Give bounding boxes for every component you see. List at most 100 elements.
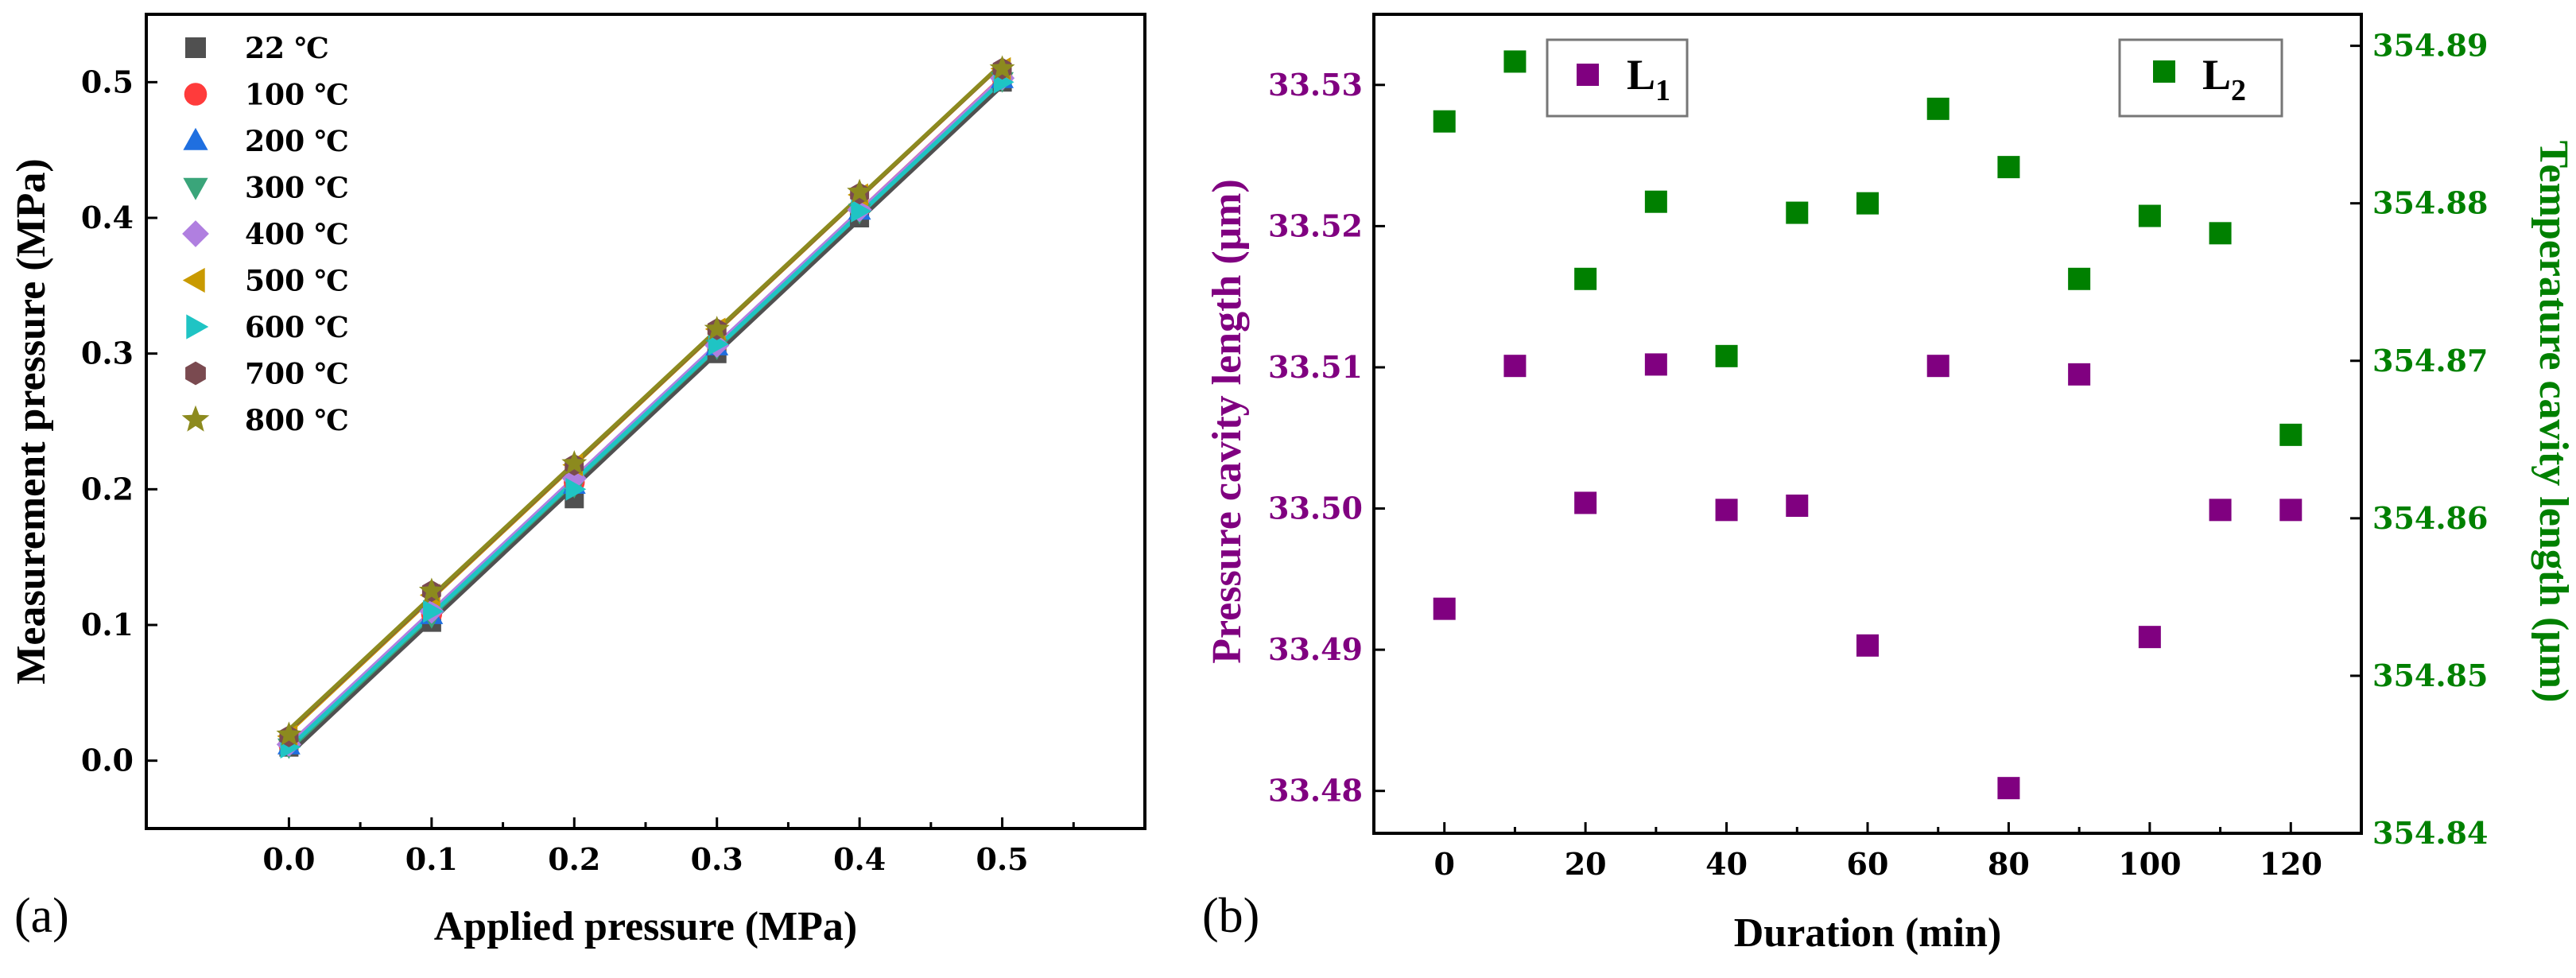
data-point (418, 577, 444, 602)
chart-b-points (1433, 50, 2302, 800)
data-point (1503, 355, 1527, 378)
y-tick-label: 0.5 (81, 64, 134, 99)
data-point (2279, 499, 2302, 522)
x-tick-label: 0.0 (262, 841, 315, 877)
data-point (276, 721, 302, 746)
x-tick-label: 0.3 (691, 841, 743, 877)
data-point (2068, 363, 2091, 386)
chart-a-legend: 22 ℃ 100 ℃ 200 ℃ 300 ℃ 400 ℃ 500 ℃ 600 ℃ 700 ℃ 8… (181, 32, 349, 437)
chart-b: 0 20 40 60 80 100 120 33.48 33.49 33.50 33.51 33.52… (1202, 13, 2576, 956)
data-point (1997, 156, 2020, 179)
legend-label: 300 ℃ (245, 172, 349, 205)
y-left-tick-label: 33.53 (1268, 67, 1363, 103)
fit-line (287, 76, 1004, 747)
chart-b-legend-l2-marker (2153, 60, 2175, 83)
x-tick-label: 80 (1988, 846, 2030, 882)
legend-marker (181, 405, 210, 432)
legend-marker (184, 83, 208, 106)
x-tick-label: 100 (2118, 846, 2181, 882)
y-right-tick-label: 354.87 (2372, 343, 2488, 378)
data-point (2138, 204, 2161, 227)
chart-b-legend-l1-box (1546, 38, 1689, 118)
y-tick-label: 0.1 (81, 607, 134, 642)
data-point (1433, 597, 1456, 620)
x-tick-label: 40 (1705, 846, 1748, 882)
legend-marker (186, 314, 209, 340)
legend-marker (182, 220, 209, 247)
y-left-tick-label: 33.51 (1268, 349, 1363, 385)
y-tick-label: 0.3 (81, 336, 134, 371)
data-point (1926, 97, 1949, 120)
x-tick-label: 20 (1565, 846, 1607, 882)
x-tick-label: 0 (1433, 846, 1454, 882)
chart-a-ticks: 0.0 0.1 0.2 0.3 0.4 0.5 0.0 0.1 0.2 0.3 0.4 0.5 (81, 64, 1075, 877)
chart-b-legend-l1-label: L1 (1627, 51, 1670, 107)
chart-b-panel-label: (b) (1202, 889, 1259, 943)
data-point (1786, 495, 1809, 517)
data-point (1715, 344, 1738, 367)
data-point (565, 477, 587, 501)
legend-label: 500 ℃ (245, 265, 349, 298)
fit-line (287, 79, 1004, 750)
data-point (704, 316, 730, 340)
chart-b-ylabel-left: Pressure cavity length (μm) (1205, 179, 1250, 664)
chart-a-ylabel: Measurement pressure (MPa) (9, 158, 54, 684)
y-tick-label: 0.0 (81, 743, 134, 778)
legend-label: 800 ℃ (245, 404, 349, 437)
data-point (1786, 201, 1809, 224)
chart-a-xlabel: Applied pressure (MPa) (434, 904, 858, 949)
data-point (2209, 222, 2232, 245)
y-right-tick-label: 354.86 (2372, 500, 2488, 536)
chart-a-points (276, 55, 1015, 759)
data-point (2279, 423, 2302, 446)
y-tick-label: 0.4 (81, 200, 134, 235)
x-tick-label: 60 (1847, 846, 1889, 882)
legend-marker (183, 177, 208, 200)
data-point (2138, 626, 2161, 649)
data-point (1997, 777, 2020, 800)
chart-a: 0.0 0.1 0.2 0.3 0.4 0.5 0.0 0.1 0.2 0.3 0.4 0.5 22 … (9, 13, 1146, 949)
chart-b-ylabel-right: Temperature cavity length (μm) (2531, 141, 2576, 703)
legend-marker (182, 267, 205, 293)
data-point (1574, 491, 1597, 514)
chart-b-xlabel: Duration (min) (1734, 910, 2002, 956)
data-point (1926, 355, 1949, 378)
data-point (989, 55, 1015, 80)
legend-label: 600 ℃ (245, 311, 349, 344)
legend-label: 400 ℃ (245, 218, 349, 251)
x-tick-label: 120 (2260, 846, 2322, 882)
y-tick-label: 0.2 (81, 471, 134, 506)
fit-line (287, 62, 1004, 732)
data-point (1856, 634, 1879, 657)
chart-a-lines (287, 62, 1004, 757)
data-point (1574, 267, 1597, 290)
data-point (1856, 192, 1879, 215)
y-right-tick-label: 354.84 (2372, 815, 2488, 851)
y-right-tick-label: 354.89 (2372, 28, 2488, 64)
chart-a-panel-label: (a) (14, 889, 69, 943)
data-point (1433, 110, 1456, 133)
data-point (708, 332, 729, 356)
chart-b-legend-l2-box (2118, 38, 2283, 118)
legend-marker (185, 361, 206, 386)
y-left-tick-label: 33.49 (1268, 631, 1363, 667)
legend-label: 700 ℃ (245, 358, 349, 391)
data-point (1503, 50, 1527, 73)
chart-b-frame (1372, 13, 2363, 835)
y-right-tick-label: 354.88 (2372, 185, 2488, 221)
data-point (1644, 353, 1667, 376)
data-point (423, 600, 444, 623)
fit-line (287, 84, 1004, 757)
chart-b-legend-l1-marker (1577, 64, 1599, 86)
chart-b-ticks: 0 20 40 60 80 100 120 33.48 33.49 33.50 33.51 33.52… (1268, 28, 2488, 882)
legend-label: 100 ℃ (245, 79, 349, 112)
data-point (2068, 267, 2091, 290)
x-tick-label: 0.1 (405, 841, 458, 877)
data-point (561, 450, 588, 475)
y-left-tick-label: 33.52 (1268, 208, 1363, 243)
y-left-tick-label: 33.48 (1268, 773, 1363, 809)
data-point (1644, 190, 1667, 213)
legend-label: 200 ℃ (245, 125, 349, 158)
data-point (851, 200, 872, 223)
